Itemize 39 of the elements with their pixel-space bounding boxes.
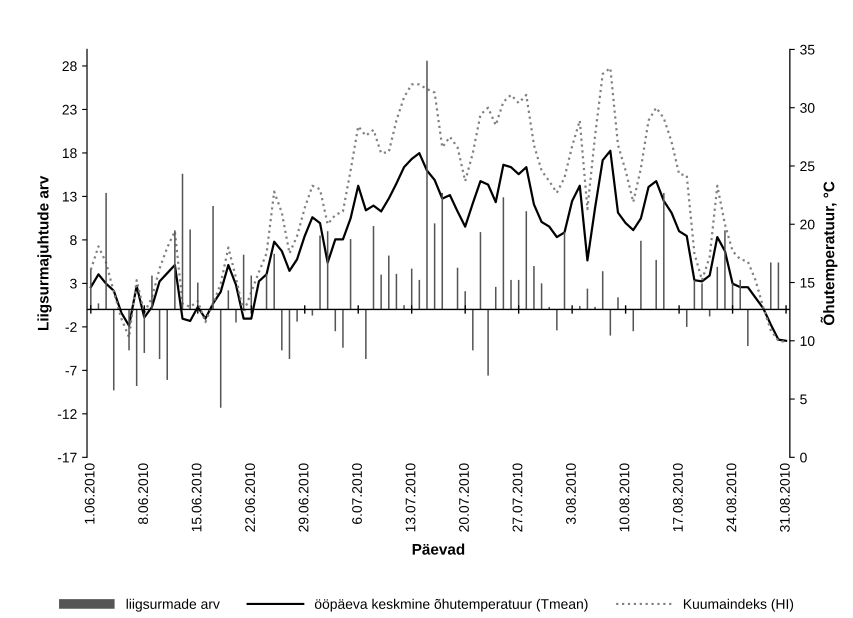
x-tick-label: 10.08.2010 bbox=[620, 463, 630, 532]
y-tick-label: 18 bbox=[62, 148, 77, 158]
y2-tick-label: 10 bbox=[800, 336, 815, 346]
x-axis-title: Päevad bbox=[412, 543, 464, 555]
y-tick-label: -17 bbox=[58, 452, 77, 462]
x-tick-label: 6.07.2010 bbox=[352, 463, 362, 524]
x-tick-label: 29.06.2010 bbox=[298, 463, 308, 532]
y2-tick-label: 25 bbox=[800, 161, 814, 172]
y-tick-label: -2 bbox=[66, 322, 77, 332]
y-tick-label: 28 bbox=[62, 61, 77, 72]
y2-tick-label: 20 bbox=[800, 220, 815, 230]
y-tick-label: -12 bbox=[58, 409, 77, 419]
y-axis-title: Liigsurmajuhtude arv bbox=[37, 176, 52, 330]
x-tick-label: 17.08.2010 bbox=[672, 463, 683, 532]
legend-label: liigsurmade arv bbox=[126, 598, 220, 612]
legend-label: Kuumaindeks (HI) bbox=[684, 598, 794, 612]
y2-tick-label: 5 bbox=[800, 394, 807, 404]
y2-tick-label: 35 bbox=[800, 44, 814, 55]
x-tick-label: 3.08.2010 bbox=[566, 463, 576, 524]
y2-tick-label: 15 bbox=[800, 278, 814, 288]
x-tick-label: 13.07.2010 bbox=[406, 463, 416, 532]
x-tick-label: 24.08.2010 bbox=[726, 463, 736, 532]
x-tick-label: 22.06.2010 bbox=[245, 463, 255, 532]
y-tick-label: 23 bbox=[62, 104, 77, 115]
y-tick-label: -7 bbox=[66, 366, 77, 376]
x-tick-label: 20.07.2010 bbox=[459, 463, 469, 532]
y-tick-label: 8 bbox=[70, 235, 77, 246]
legend-label: ööpäeva keskmine õhutemperatuur (Tmean) bbox=[314, 598, 588, 612]
line-series bbox=[90, 150, 788, 342]
y2-tick-label: 0 bbox=[800, 452, 807, 462]
x-tick-label: 15.06.2010 bbox=[192, 463, 202, 532]
y2-tick-label: 30 bbox=[800, 103, 815, 113]
x-tick-label: 31.08.2010 bbox=[780, 463, 790, 532]
y2-axis-title: Õhutemperatuur, °C bbox=[820, 182, 838, 325]
x-tick-label: 1.06.2010 bbox=[84, 463, 95, 524]
x-tick-label: 27.07.2010 bbox=[512, 463, 522, 532]
y-tick-label: 13 bbox=[62, 192, 77, 202]
y-tick-label: 3 bbox=[70, 278, 77, 289]
x-tick-label: 8.06.2010 bbox=[138, 463, 148, 524]
